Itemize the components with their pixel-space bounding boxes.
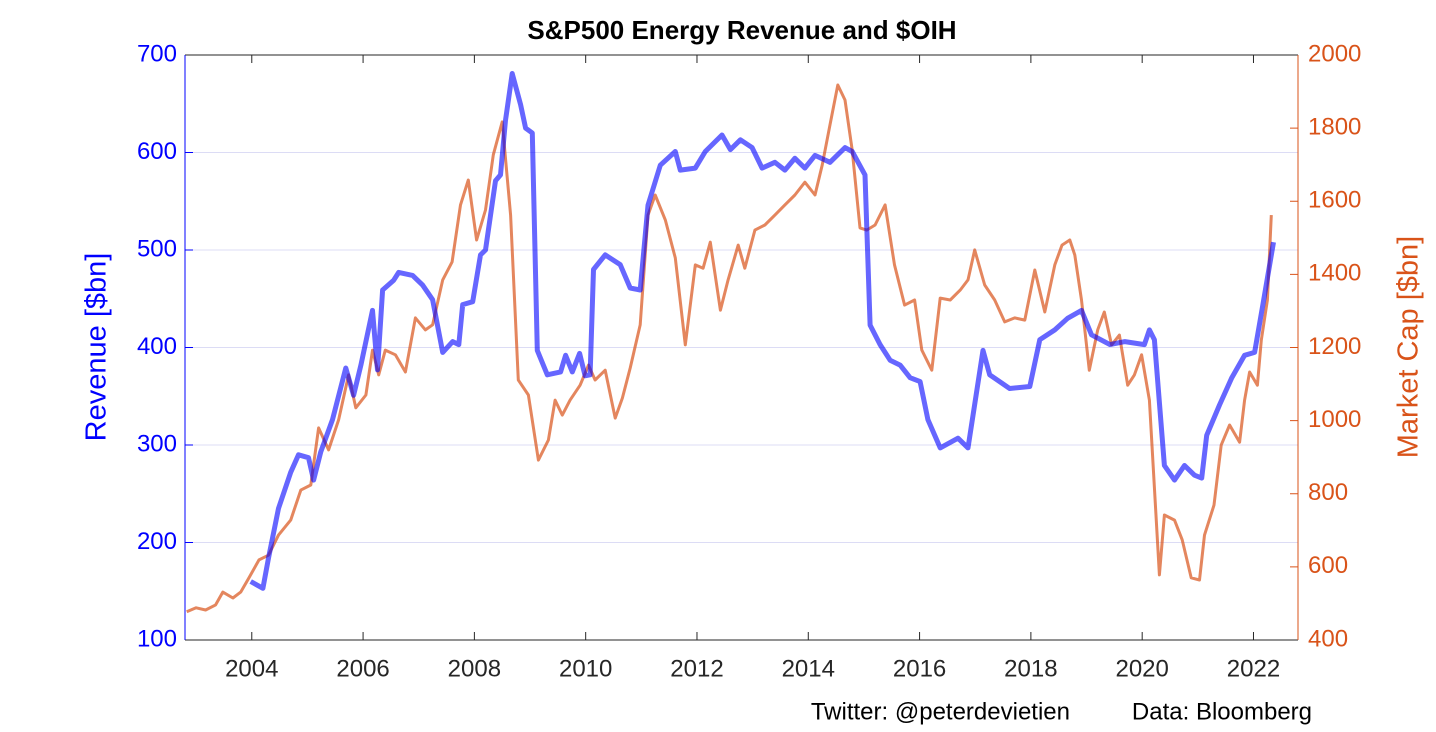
y-axis-label: Revenue [$bn] (81, 253, 113, 442)
y2-tick-label: 1000 (1308, 406, 1361, 433)
y-tick-label: 200 (137, 528, 177, 555)
series-line (249, 71, 1276, 591)
x-tick-label: 2006 (336, 655, 389, 682)
y-tick-label: 400 (137, 333, 177, 360)
x-tick-label: 2004 (225, 655, 278, 682)
x-tick-label: 2014 (782, 655, 835, 682)
y2-tick-label: 800 (1308, 479, 1348, 506)
x-tick-label: 2008 (448, 655, 501, 682)
y2-tick-label: 1200 (1308, 333, 1361, 360)
y-tick-label: 300 (137, 430, 177, 457)
x-tick-label: 2022 (1227, 655, 1280, 682)
x-tick-label: 2020 (1115, 655, 1168, 682)
y2-tick-label: 1400 (1308, 260, 1361, 287)
series-line (186, 83, 1273, 614)
y2-tick-label: 400 (1308, 625, 1348, 652)
x-tick-label: 2012 (670, 655, 723, 682)
y-tick-label: 100 (137, 625, 177, 652)
chart-title: S&P500 Energy Revenue and $OIH (527, 15, 956, 45)
y2-axis-label: Market Cap [$bn] (1393, 236, 1425, 458)
y2-tick-label: 2000 (1308, 40, 1361, 67)
x-tick-label: 2010 (559, 655, 612, 682)
annotation: Data: Bloomberg (1132, 698, 1312, 725)
annotation: Twitter: @peterdevietien (811, 698, 1070, 725)
y-tick-label: 500 (137, 235, 177, 262)
y-tick-label: 700 (137, 40, 177, 67)
x-tick-label: 2016 (893, 655, 946, 682)
x-tick-label: 2018 (1004, 655, 1057, 682)
y2-tick-label: 600 (1308, 552, 1348, 579)
y2-tick-label: 1600 (1308, 187, 1361, 214)
y-tick-label: 600 (137, 138, 177, 165)
y2-tick-label: 1800 (1308, 113, 1361, 140)
